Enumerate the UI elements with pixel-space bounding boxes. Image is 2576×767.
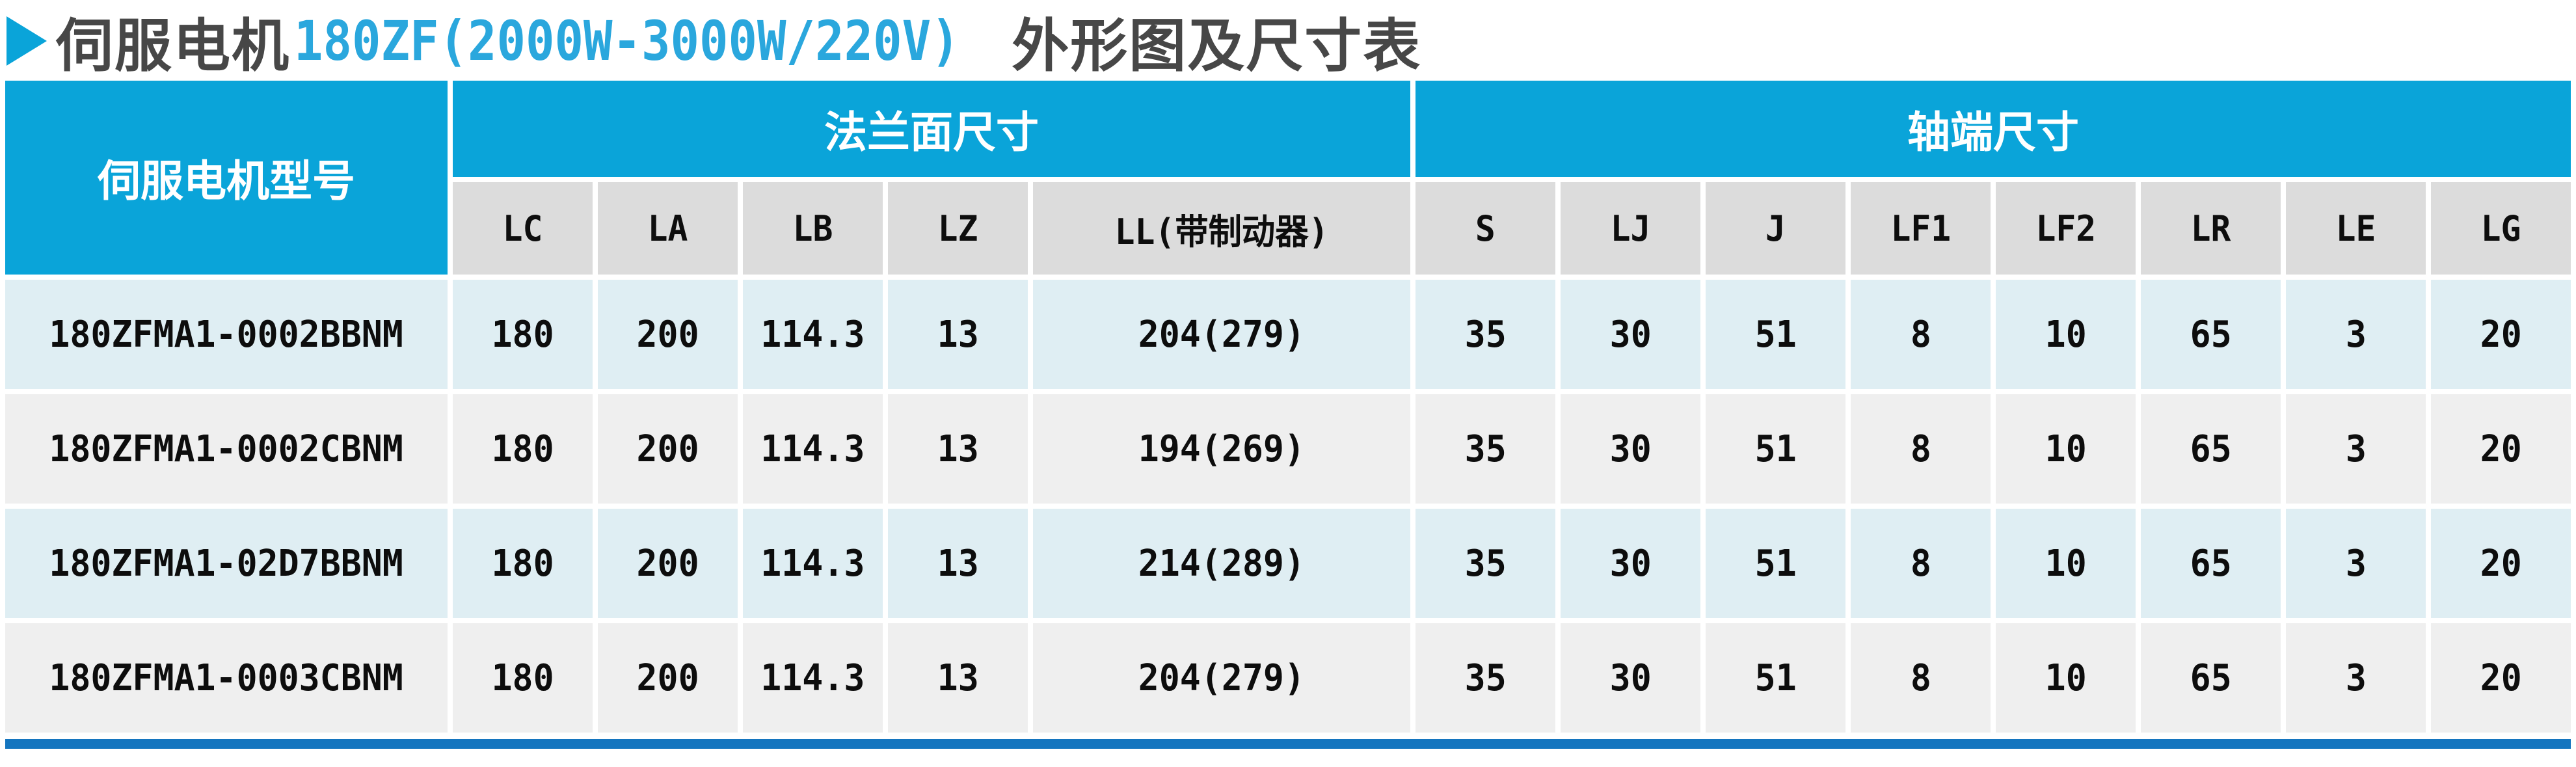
table-row-2-j: 51 — [1706, 394, 1845, 504]
table-row-4-lb: 114.3 — [743, 623, 883, 733]
table-row-4-j: 51 — [1706, 623, 1845, 733]
table-row-3-la: 200 — [598, 509, 738, 618]
table-row-4-lr: 65 — [2141, 623, 2281, 733]
column-header-lf2: LF2 — [1996, 182, 2136, 275]
table-row-2-lc: 180 — [453, 394, 593, 504]
table-row-1-lg: 20 — [2431, 280, 2571, 389]
table-row-2-lg: 20 — [2431, 394, 2571, 504]
title-segment-model-code: 180ZF(2000W-3000W/220V) — [294, 9, 960, 73]
table-row-4-lf2: 10 — [1996, 623, 2136, 733]
table-row-2-lf2: 10 — [1996, 394, 2136, 504]
bottom-accent-bar — [5, 739, 2571, 749]
column-header-ll-brake: LL(带制动器) — [1033, 182, 1410, 275]
table-row-4-la: 200 — [598, 623, 738, 733]
table-row-3-lc: 180 — [453, 509, 593, 618]
table-row-1-le: 3 — [2286, 280, 2426, 389]
table-row-2-le: 3 — [2286, 394, 2426, 504]
table-row-2-la: 200 — [598, 394, 738, 504]
table-row-1-la: 200 — [598, 280, 738, 389]
table-row-2-s: 35 — [1415, 394, 1555, 504]
table-row-4-s: 35 — [1415, 623, 1555, 733]
group-header-flange: 法兰面尺寸 — [453, 81, 1410, 177]
column-header-le: LE — [2286, 182, 2426, 275]
table-row-3-lf2: 10 — [1996, 509, 2136, 618]
table-row-2-lj: 30 — [1561, 394, 1700, 504]
table-row-3-model: 180ZFMA1-02D7BBNM — [5, 509, 448, 618]
table-row-2-lf1: 8 — [1851, 394, 1991, 504]
table-row-1-lz: 13 — [888, 280, 1028, 389]
table-row-3-lr: 65 — [2141, 509, 2281, 618]
column-header-j: J — [1706, 182, 1845, 275]
table-row-4-lf1: 8 — [1851, 623, 1991, 733]
table-row-1-lf1: 8 — [1851, 280, 1991, 389]
column-header-s: S — [1415, 182, 1555, 275]
table-row-3-j: 51 — [1706, 509, 1845, 618]
table-row-3-lj: 30 — [1561, 509, 1700, 618]
table-row-1-ll: 204(279) — [1033, 280, 1410, 389]
table-row-1-lf2: 10 — [1996, 280, 2136, 389]
table-row-4-lj: 30 — [1561, 623, 1700, 733]
table-row-3-lf1: 8 — [1851, 509, 1991, 618]
table-row-1-model: 180ZFMA1-0002BBNM — [5, 280, 448, 389]
group-header-shaft: 轴端尺寸 — [1415, 81, 2571, 177]
column-header-la: LA — [598, 182, 738, 275]
table-row-2-model: 180ZFMA1-0002CBNM — [5, 394, 448, 504]
column-header-lb: LB — [743, 182, 883, 275]
table-row-3-le: 3 — [2286, 509, 2426, 618]
column-header-lz: LZ — [888, 182, 1028, 275]
table-row-2-lb: 114.3 — [743, 394, 883, 504]
table-row-4-ll: 204(279) — [1033, 623, 1410, 733]
table-row-3-lb: 114.3 — [743, 509, 883, 618]
column-header-lr: LR — [2141, 182, 2281, 275]
table-row-2-ll: 194(269) — [1033, 394, 1410, 504]
table-row-1-s: 35 — [1415, 280, 1555, 389]
table-row-2-lz: 13 — [888, 394, 1028, 504]
column-header-lf1: LF1 — [1851, 182, 1991, 275]
page-title: 伺服电机 180ZF(2000W-3000W/220V) 外形图及尺寸表 — [0, 0, 2576, 78]
table-row-4-lz: 13 — [888, 623, 1028, 733]
column-header-lg: LG — [2431, 182, 2571, 275]
table-row-2-lr: 65 — [2141, 394, 2281, 504]
table-row-1-j: 51 — [1706, 280, 1845, 389]
table-row-4-lg: 20 — [2431, 623, 2571, 733]
table-row-1-lb: 114.3 — [743, 280, 883, 389]
title-segment-dark-1: 伺服电机 — [56, 13, 291, 78]
table-row-3-lz: 13 — [888, 509, 1028, 618]
table-row-4-le: 3 — [2286, 623, 2426, 733]
column-header-lj: LJ — [1561, 182, 1700, 275]
table-row-4-lc: 180 — [453, 623, 593, 733]
table-row-3-s: 35 — [1415, 509, 1555, 618]
table-row-3-lg: 20 — [2431, 509, 2571, 618]
column-header-model: 伺服电机型号 — [5, 81, 448, 275]
table-row-1-lc: 180 — [453, 280, 593, 389]
table-row-3-ll: 214(289) — [1033, 509, 1410, 618]
table-row-4-model: 180ZFMA1-0003CBNM — [5, 623, 448, 733]
table-row-1-lj: 30 — [1561, 280, 1700, 389]
page-title-text: 伺服电机 180ZF(2000W-3000W/220V) 外形图及尺寸表 — [56, 0, 1421, 83]
table-row-1-lr: 65 — [2141, 280, 2281, 389]
dimension-table: 伺服电机型号 法兰面尺寸 轴端尺寸 LC LA LB LZ LL(带制动器) S… — [5, 81, 2571, 733]
title-segment-dark-2: 外形图及尺寸表 — [1012, 13, 1422, 78]
right-triangle-icon — [7, 16, 47, 66]
column-header-lc: LC — [453, 182, 593, 275]
